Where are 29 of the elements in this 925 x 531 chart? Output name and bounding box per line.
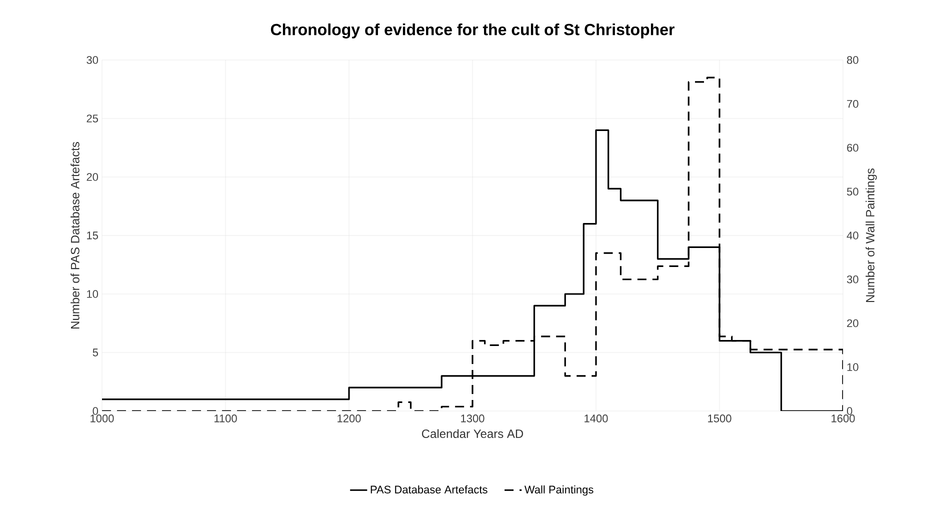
y-tick-label: 5 (92, 348, 98, 356)
chart-title: Chronology of evidence for the cult of St Christopher (270, 23, 674, 38)
y2-tick-label: 40 (846, 232, 858, 240)
x-tick-label: 1300 (461, 414, 484, 422)
legend-label: Wall Paintings (524, 485, 594, 496)
x-tick-label: 1600 (832, 414, 855, 422)
y-tick-label: 10 (87, 290, 98, 298)
x-tick-label: 1400 (584, 414, 608, 422)
legend-label: PAS Database Artefacts (370, 485, 488, 494)
y-tick-label: 30 (86, 56, 98, 64)
x-tick-label: 1500 (708, 414, 732, 422)
y2-tick-label: 0 (846, 407, 852, 415)
y-tick-label: 15 (87, 232, 98, 240)
y-axis-title: Number of PAS Database Artefacts (70, 142, 80, 328)
x-tick-label: 1100 (214, 414, 237, 422)
y2-tick-label: 10 (847, 363, 858, 372)
y-tick-label: 0 (92, 407, 98, 415)
y-tick-label: 25 (86, 114, 98, 122)
y2-tick-label: 70 (847, 100, 858, 108)
x-tick-label: 1200 (338, 414, 361, 422)
x-tick-label: 1000 (90, 414, 114, 422)
y2-tick-label: 50 (846, 188, 858, 196)
y2-tick-label: 30 (846, 275, 858, 284)
y2-axis-title: Number of Wall Paintings (866, 168, 877, 302)
y2-tick-label: 20 (847, 319, 858, 328)
y-tick-label: 20 (86, 173, 98, 181)
y2-tick-label: 60 (847, 144, 858, 152)
x-axis-title: Calendar Years AD (422, 429, 524, 438)
y2-tick-label: 80 (847, 56, 858, 64)
